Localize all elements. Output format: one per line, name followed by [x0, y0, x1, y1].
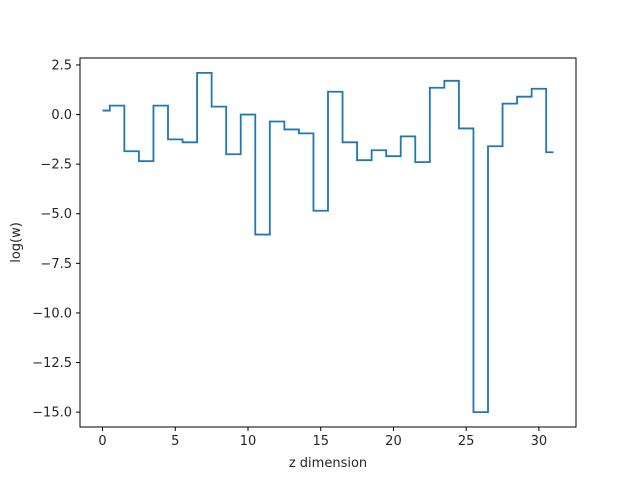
series-line [102, 71, 554, 414]
y-tick-label: −10.0 [32, 306, 72, 321]
x-tick-label: 30 [531, 434, 548, 449]
y-tick-label: −5.0 [40, 207, 72, 222]
x-tick-label: 5 [171, 434, 179, 449]
y-tick-label: −7.5 [40, 257, 72, 272]
y-tick-label: −12.5 [32, 356, 72, 371]
axes-frame [79, 57, 577, 428]
x-tick-label: 15 [312, 434, 329, 449]
series-layer [102, 71, 554, 414]
y-axis-label: log(w) [9, 222, 24, 263]
x-tick-label: 25 [458, 434, 475, 449]
y-tick-label: −15.0 [32, 406, 72, 421]
y-tick-label: −2.5 [40, 158, 72, 173]
x-tick-label: 10 [240, 434, 257, 449]
y-tick-label: 2.5 [51, 58, 72, 73]
y-tick-label: 0.0 [51, 108, 72, 123]
x-axis-label: z dimension [289, 456, 367, 471]
x-tick-label: 20 [385, 434, 402, 449]
ticks-layer: 0 5 10 15 20 25 30 2.5 0.0 −2.5 −5.0 −7.5 −10.0 −12.5… [32, 58, 547, 449]
x-tick-label: 0 [98, 434, 106, 449]
